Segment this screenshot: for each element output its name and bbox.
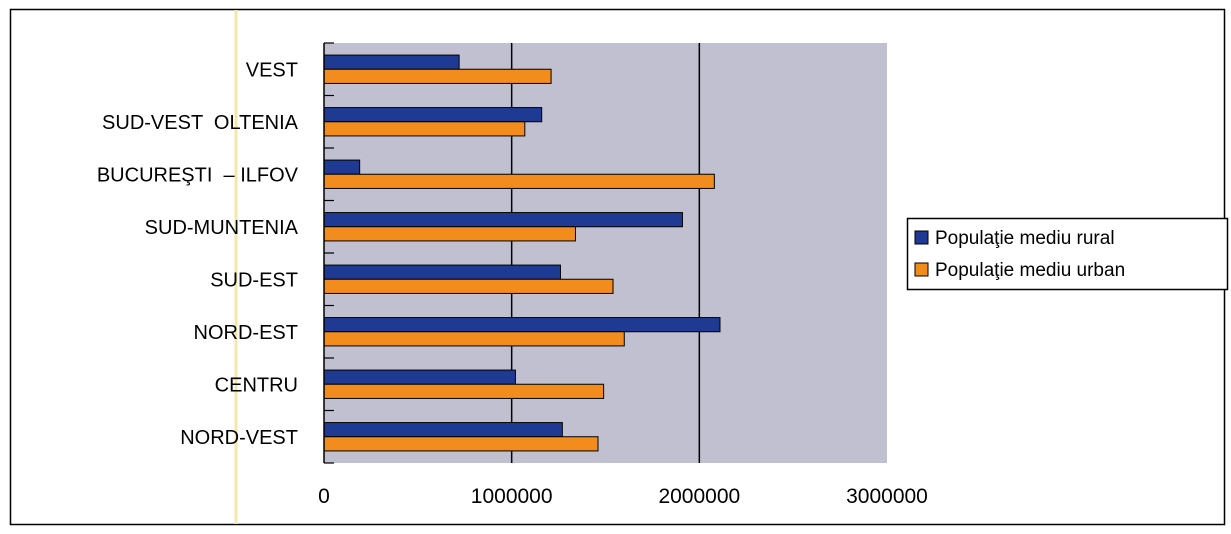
category-label: VEST [246,59,298,81]
legend-label-urban: Populaţie mediu urban [935,260,1125,281]
bar-urban [323,331,625,347]
category-axis [323,42,334,464]
x-tick-label: 2000000 [658,485,740,508]
plot-area [324,43,887,463]
bar-rural [323,422,563,438]
legend-swatch-rural [914,230,929,245]
x-tick-label: 0 [318,485,330,508]
category-label: SUD-MUNTENIA [145,217,299,239]
bar-rural [323,264,561,280]
category-label: NORD-EST [194,322,298,344]
legend-label-rural: Populaţie mediu rural [935,228,1115,249]
bar-urban [323,383,605,399]
bar-urban [323,226,576,242]
bar-rural [323,54,460,70]
category-label: SUD-EST [210,269,298,291]
bar-rural [323,369,516,385]
x-tick-label: 1000000 [471,485,553,508]
x-tick-label: 3000000 [846,485,928,508]
bar-rural [323,212,683,228]
category-label: CENTRU [215,374,298,396]
bar-urban [323,68,552,84]
bar-rural [323,107,543,123]
category-label: SUD-VEST OLTENIA [102,112,299,134]
legend: Populaţie mediu rural Populaţie mediu ur… [906,217,1229,291]
legend-swatch-urban [914,262,929,277]
category-label: NORD-VEST [180,427,298,449]
bar-rural [323,317,721,333]
bar-urban [323,121,526,137]
category-labels: VEST SUD-VEST OLTENIA BUCUREŞTI – ILFOV SUD… [97,59,299,449]
bar-rural [323,159,361,175]
bars [323,54,721,452]
x-tick-labels: 0 1000000 2000000 3000000 [318,485,928,508]
legend-box [906,217,1229,291]
bar-urban [323,278,614,294]
bar-urban [323,173,715,189]
category-label: BUCUREŞTI – ILFOV [97,164,299,186]
bar-urban [323,436,599,452]
